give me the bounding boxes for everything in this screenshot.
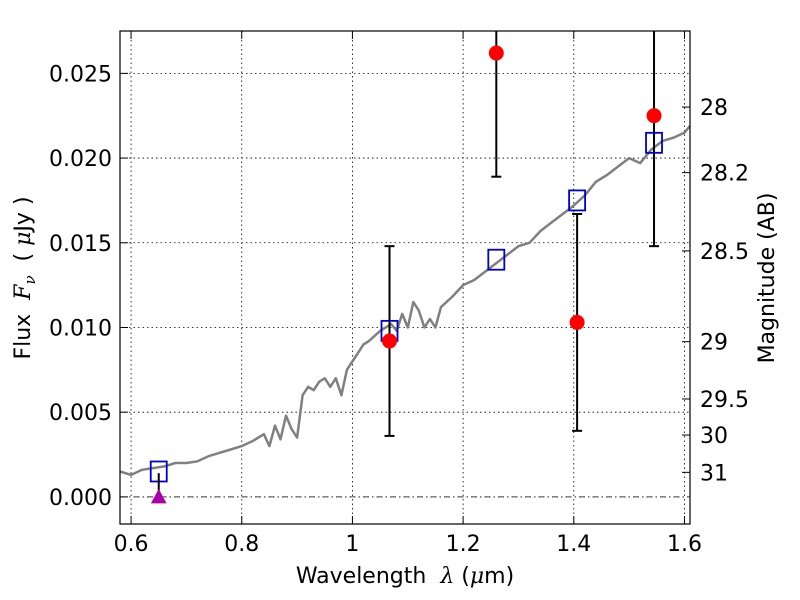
y-tick-label: 0.010 — [49, 316, 112, 341]
upper-limit-triangle — [150, 488, 167, 504]
observed-photometry — [382, 45, 662, 349]
observed-point — [646, 108, 662, 124]
y-tick-label: 0.025 — [49, 62, 112, 87]
x-tick-label: 1.4 — [556, 532, 591, 557]
y-axis-title: Flux Fν ( μJy ) — [11, 196, 39, 359]
y-tick-label: 0.015 — [49, 232, 112, 257]
synthetic-square-marker — [487, 248, 506, 271]
y2-tick-label: 28.2 — [700, 162, 749, 187]
observed-point — [382, 333, 398, 349]
observed-point — [569, 314, 585, 330]
y-tick-label: 0.005 — [49, 401, 112, 426]
observed-point — [488, 45, 504, 61]
y2-tick-label: 29.5 — [700, 388, 749, 413]
grid-lines — [120, 31, 690, 524]
y-tick-label: 0.020 — [49, 147, 112, 172]
y2-tick-label: 28 — [700, 96, 728, 121]
y2-tick-label: 29 — [700, 331, 728, 356]
x-tick-label: 0.6 — [114, 532, 149, 557]
synthetic-square-marker — [645, 131, 663, 154]
x-tick-label: 1.6 — [667, 532, 702, 557]
y2-axis-title: Magnitude (AB) — [755, 193, 780, 364]
y-axis-ticks: 0.000 0.005 0.010 0.015 0.020 0.025 — [49, 62, 128, 511]
y2-tick-label: 31 — [700, 461, 728, 486]
model-spectrum — [119, 125, 691, 477]
upper-limit-markers — [150, 473, 167, 504]
plot-frame — [119, 30, 691, 525]
y-tick-label: 0.000 — [49, 486, 112, 511]
y2-tick-label: 30 — [700, 424, 728, 449]
x-tick-label: 1.2 — [446, 532, 481, 557]
synthetic-square-marker — [568, 189, 587, 212]
y2-axis-ticks: 28 28.2 28.5 29 29.5 30 31 — [682, 96, 749, 486]
x-axis-title: Wavelength λ (μm) — [296, 564, 514, 589]
x-axis-ticks: 0.6 0.8 1 1.2 1.4 1.6 — [114, 31, 702, 557]
y2-tick-label: 28.5 — [700, 240, 749, 265]
x-tick-label: 0.8 — [224, 532, 259, 557]
model-spectrum-line — [119, 125, 691, 477]
x-tick-label: 1 — [345, 532, 359, 557]
